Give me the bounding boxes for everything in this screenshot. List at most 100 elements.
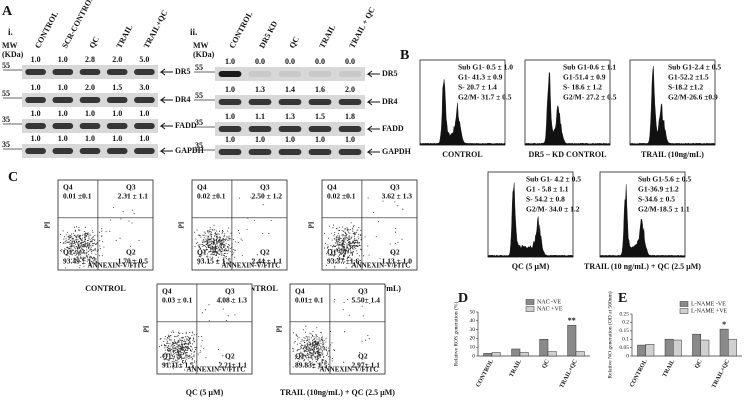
bar (664, 338, 674, 357)
histogram (524, 72, 611, 146)
bar (575, 351, 585, 357)
band (248, 71, 272, 77)
band (52, 123, 74, 129)
cell-cycle-stat: Sub G1- 4.2 ± 0.5 (526, 175, 581, 184)
cell-cycle-stat: G1 - 5.8 ± 1.1 (526, 185, 569, 194)
band (134, 69, 155, 75)
cell-cycle-stat: Sub G1-0.6 ± 1.1 (563, 63, 616, 72)
band (338, 126, 362, 132)
band (25, 97, 46, 103)
band-value: 1.0 (345, 135, 355, 144)
lane-label: TRAIL + QC (347, 5, 376, 50)
mw-marker: 55 (195, 91, 203, 100)
mw-marker: 55 (195, 63, 203, 72)
band-value: 0.0 (255, 57, 265, 66)
quadrant-name: Q4 (295, 287, 305, 296)
quadrant-value: 4.08 ± 1.3 (217, 296, 248, 305)
band-value: 1.0 (225, 135, 235, 144)
bar (700, 339, 710, 357)
lane-label: TRAIL+QC (142, 8, 170, 49)
cell-cycle-stat: G2/M-18.5 ± 1.1 (638, 205, 690, 214)
axis-label: ANNEXIN-V/FITC (187, 366, 246, 374)
band (79, 69, 101, 75)
band-value: 2.0 (345, 85, 355, 94)
histogram-caption: QC (5 µM) (512, 262, 550, 271)
quadrant-name: Q2 (126, 248, 136, 257)
quadrant-name: Q3 (260, 183, 270, 192)
bar (673, 339, 682, 357)
x-tick-label: QC (541, 359, 551, 370)
axis-label: ANNEXIN-V/FITC (88, 262, 147, 270)
bar (692, 333, 701, 357)
quadrant-value: 2.97± 1.1 (352, 361, 381, 370)
legend-swatch (525, 306, 535, 312)
band (278, 149, 302, 155)
axis-label: PI (178, 221, 186, 228)
bar (483, 353, 493, 357)
cell-cycle-stat: S- 18.6 ± 1.2 (563, 83, 602, 92)
quadrant-value: 0.03 ± 0.1 (162, 296, 193, 305)
band-value: 1.3 (255, 85, 265, 94)
quadrant-name: Q3 (390, 183, 400, 192)
quadrant-value: 2.44 ± 1.1 (252, 257, 283, 266)
dots (159, 297, 236, 371)
cell-cycle-stat: S- 20.7 ± 1.4 (458, 83, 497, 92)
cell-cycle-stat: G1-52.2 ±1.5 (668, 73, 709, 82)
histogram-caption: CONTROL (442, 150, 482, 159)
arrow (366, 125, 380, 133)
band (52, 148, 74, 154)
band (134, 123, 155, 129)
band (79, 148, 101, 154)
band-value: 1.1 (255, 112, 265, 121)
histogram (487, 182, 574, 258)
lane-label: DR5 KD (257, 19, 279, 50)
dot-plot-frame (289, 283, 386, 375)
band-value: 2.8 (85, 55, 95, 64)
x-tick-label: TRAIL (662, 359, 676, 379)
quadrant-value: 89.83± 1.5 (295, 361, 327, 370)
arrow (159, 68, 173, 76)
y-tick-label: 0.2 (622, 320, 629, 326)
mw-label: (KDa) (2, 50, 24, 59)
band (218, 71, 242, 77)
y-tick-label: 0.1 (622, 336, 629, 342)
band (106, 123, 128, 129)
bar (539, 339, 549, 357)
band-value: 1.8 (345, 112, 355, 121)
histogram (629, 65, 716, 146)
quadrant-value: 93.37 ±1.6 (327, 257, 359, 266)
bar (637, 344, 646, 357)
legend-label: NAC -VE (537, 299, 561, 305)
quadrant-value: 91.11± 1.5 (162, 361, 194, 370)
cell-cycle-stat: Sub G1-5.6 ± 0.5 (638, 175, 691, 184)
band-value: 1.0 (255, 135, 265, 144)
quadrant-name: Q2 (260, 248, 270, 257)
band-value: 1.0 (139, 109, 149, 118)
quadrant-name: Q1 (63, 248, 73, 257)
quadrant-name: Q3 (358, 287, 368, 296)
band-value: 1.0 (112, 134, 122, 143)
histogram (599, 184, 686, 258)
lane-label: TRAIL (317, 23, 337, 50)
axis-label: ANNEXIN-V/FITC (320, 366, 379, 374)
band (79, 123, 101, 129)
cell-cycle-stat: G1-51.4 ± 0.9 (563, 73, 606, 82)
axis-label: PI (276, 325, 284, 332)
panel-label: E (618, 291, 627, 306)
cell-cycle-stat: G1- 41.3 ± 0.9 (458, 73, 503, 82)
band (338, 71, 362, 77)
band (106, 69, 128, 75)
band (218, 149, 242, 155)
quadrant-name: Q3 (126, 183, 136, 192)
band (278, 99, 302, 105)
dots (324, 197, 404, 269)
band-value: 3.0 (139, 83, 149, 92)
histogram-frame (629, 59, 716, 146)
band-value: 1.4 (285, 85, 295, 94)
band (278, 126, 302, 132)
mw-label: MW (2, 41, 18, 50)
protein-label: DR4 (382, 97, 398, 106)
band (248, 126, 272, 132)
band (52, 97, 74, 103)
band-value: 1.0 (31, 55, 41, 64)
